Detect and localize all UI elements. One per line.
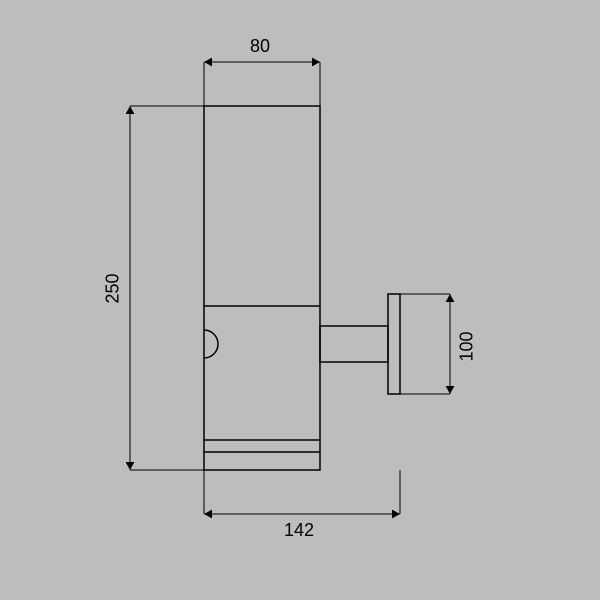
dim-label-left: 250 bbox=[103, 273, 124, 303]
dim-label-right: 100 bbox=[457, 331, 478, 361]
technical-drawing bbox=[0, 0, 600, 600]
dim-label-top: 80 bbox=[250, 36, 270, 57]
dim-label-bottom: 142 bbox=[284, 520, 314, 541]
